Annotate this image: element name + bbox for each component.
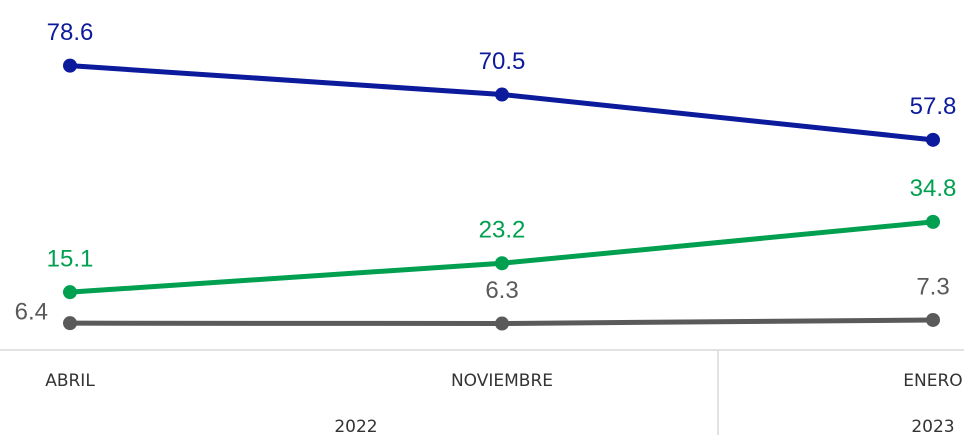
series-line — [69, 63, 934, 143]
data-point — [495, 316, 509, 331]
data-point — [63, 285, 77, 300]
data-point — [63, 316, 77, 331]
year-label: 2022 — [334, 417, 377, 435]
data-label: 78.6 — [47, 19, 94, 46]
data-point — [63, 58, 77, 73]
data-point — [926, 214, 940, 229]
data-label: 70.5 — [479, 48, 526, 75]
data-point — [926, 132, 940, 147]
data-label: 34.8 — [910, 175, 957, 202]
x-tick-label: ENERO — [903, 371, 962, 391]
x-tick-label: NOVIEMBRE — [451, 371, 553, 391]
data-label: 7.3 — [916, 273, 949, 300]
data-label: 6.4 — [15, 299, 48, 326]
data-point — [495, 87, 509, 102]
year-label: 2023 — [911, 417, 954, 435]
data-label: 15.1 — [47, 245, 94, 272]
data-label: 23.2 — [479, 217, 526, 244]
data-point — [495, 256, 509, 271]
x-tick-label: ABRIL — [45, 371, 95, 391]
data-label: 6.3 — [485, 277, 518, 304]
data-point — [926, 312, 940, 327]
data-label: 57.8 — [910, 93, 957, 120]
